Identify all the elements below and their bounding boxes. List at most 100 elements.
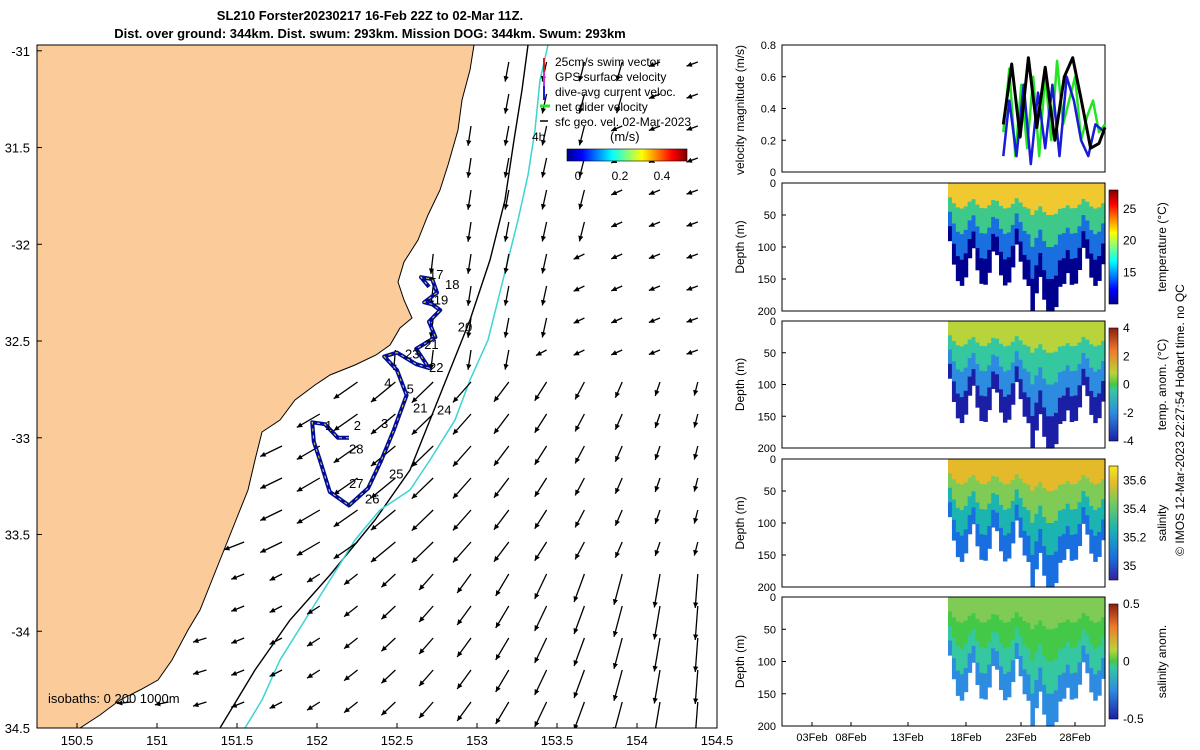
- section-cell: [951, 321, 957, 342]
- section-cell: [1018, 597, 1024, 618]
- section-cell: [1057, 459, 1063, 486]
- section-cell: [963, 597, 969, 622]
- section-cell: [1065, 597, 1071, 621]
- section-cell: [1101, 479, 1106, 500]
- section-cell: [1010, 362, 1016, 384]
- section-cell: [1077, 640, 1083, 663]
- section-cell: [1046, 247, 1051, 280]
- section-cell: [1097, 483, 1102, 509]
- section-cell: [999, 666, 1004, 691]
- section-cell: [1014, 474, 1020, 491]
- section-cell: [1038, 183, 1043, 207]
- velocity-arrow: [534, 605, 548, 632]
- arrow-head: [495, 622, 501, 628]
- velocity-arrow: [534, 477, 548, 498]
- section-cell: [1002, 208, 1008, 235]
- section-cell: [1022, 645, 1028, 671]
- arrow-head: [540, 171, 547, 178]
- arrow-head: [573, 691, 579, 698]
- section-cell: [1085, 358, 1090, 378]
- map-colorbar: [566, 148, 688, 162]
- section-cell: [1018, 359, 1024, 380]
- section-cell: [1038, 390, 1043, 415]
- section-cell: [1034, 679, 1039, 709]
- section-cell: [1030, 384, 1035, 417]
- track-label: 27: [349, 476, 363, 491]
- arrow-head: [615, 75, 621, 82]
- section-cell: [1042, 212, 1047, 242]
- velocity-arrow: [534, 413, 548, 434]
- track-label: 28: [349, 441, 363, 456]
- velocity-arrow: [380, 701, 396, 716]
- arrow-head: [611, 286, 618, 292]
- section-cell: [951, 479, 957, 501]
- section-cell: [959, 622, 965, 650]
- arrow-head: [652, 601, 658, 608]
- section-cell: [1046, 597, 1051, 630]
- section-cell: [1014, 643, 1020, 660]
- section-cell: [995, 597, 1000, 616]
- section-cell: [1089, 206, 1094, 231]
- chart-title-line2: Dist. over ground: 344km. Dist. swum: 29…: [114, 26, 626, 41]
- track-label: 3: [381, 416, 388, 431]
- section-cell: [1097, 670, 1102, 696]
- section-cell: [948, 226, 953, 242]
- arrow-head: [654, 549, 660, 556]
- arrow-head: [612, 662, 618, 669]
- section-cell: [971, 645, 977, 663]
- section-cell: [1065, 321, 1071, 344]
- velocity-arrow: [306, 573, 321, 583]
- section-cell: [1073, 321, 1079, 347]
- section-cell: [1101, 361, 1106, 382]
- section-cell: [1006, 508, 1012, 534]
- velocity-arrow: [693, 541, 699, 556]
- section-cell: [991, 509, 996, 528]
- arrow-head: [573, 659, 579, 666]
- section-cell: [1010, 459, 1016, 481]
- arrow-head: [493, 427, 500, 434]
- arrow-head: [575, 425, 581, 432]
- section-cell: [1030, 416, 1035, 449]
- section-cell: [1014, 612, 1020, 629]
- section-cell: [1050, 661, 1055, 695]
- section-cell: [1081, 215, 1086, 232]
- section-panel: 0 50 100 150 200 Depth (m) 35.6 35.4 35.2 35 salin…: [733, 454, 1169, 594]
- time-tick-label: 18Feb: [950, 732, 981, 744]
- section-cell: [1053, 244, 1059, 277]
- velocity-arrow: [333, 541, 358, 560]
- section-cell: [1006, 345, 1012, 371]
- section-cell: [1046, 384, 1051, 417]
- velocity-arrow: [192, 637, 207, 643]
- section-cell: [1101, 657, 1106, 679]
- section-cell: [1065, 183, 1071, 206]
- arrow-head: [296, 518, 303, 524]
- section-cell: [999, 251, 1004, 276]
- section-cell: [1061, 233, 1067, 259]
- section-cell: [983, 208, 988, 235]
- velocity-arrow: [612, 637, 623, 669]
- velocity-arrow: [456, 669, 472, 690]
- arrow-head: [411, 461, 418, 467]
- section-cell: [1034, 402, 1039, 431]
- velocity-arrow: [493, 413, 510, 435]
- section-cell: [995, 494, 1000, 514]
- arrow-head: [411, 557, 418, 563]
- section-cell: [1085, 597, 1090, 617]
- arrow-head: [452, 492, 459, 499]
- arrow-head: [648, 286, 655, 291]
- velocity-arrow: [411, 413, 434, 436]
- section-cell: [948, 211, 953, 227]
- section-cell: [1057, 260, 1063, 287]
- arrow-head: [534, 522, 540, 529]
- section-cell: [1010, 660, 1016, 683]
- section-cell: [983, 321, 988, 347]
- map-x-tick-label: 153.5: [541, 733, 574, 748]
- section-cell: [1034, 265, 1039, 294]
- arrow-head: [575, 393, 581, 400]
- section-cell: [1065, 227, 1071, 251]
- legend-item-net: net glider velocity: [555, 100, 648, 114]
- section-cell: [1057, 674, 1063, 702]
- section-cell: [1006, 321, 1012, 347]
- arrow-head: [419, 584, 425, 591]
- section-cell: [1053, 659, 1059, 691]
